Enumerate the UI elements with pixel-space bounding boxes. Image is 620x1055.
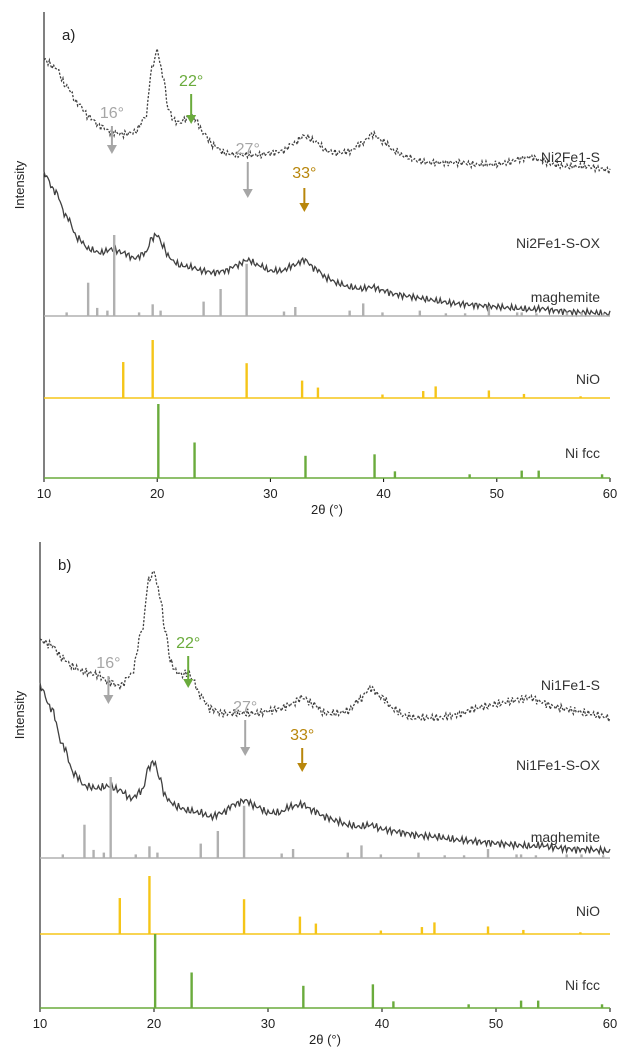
annotation-arrow-head bbox=[299, 203, 310, 212]
series-line-ni2fe1-s-ox bbox=[43, 171, 611, 318]
series-label: Ni2Fe1-S-OX bbox=[516, 235, 601, 251]
x-tick-label: 60 bbox=[603, 1016, 617, 1031]
panel-a: 10 20 30 40 50 60 2θ (°) Intensity a) Ni2Fe1-S Ni2… bbox=[12, 12, 617, 517]
series-line-ni2fe1-s bbox=[43, 48, 611, 174]
series-label: NiO bbox=[576, 903, 600, 919]
panel-label: b) bbox=[58, 557, 71, 574]
series-label: Ni fcc bbox=[565, 445, 600, 461]
series-label: Ni2Fe1-S bbox=[541, 149, 600, 165]
x-tick-label: 50 bbox=[490, 486, 504, 501]
series-label: NiO bbox=[576, 371, 600, 387]
series-line-ni1fe1-s bbox=[39, 570, 611, 724]
annotation-arrow-head bbox=[297, 763, 308, 772]
x-tick-label: 30 bbox=[261, 1016, 275, 1031]
x-tick-label: 20 bbox=[147, 1016, 161, 1031]
x-tick-label: 50 bbox=[489, 1016, 503, 1031]
panel-label: a) bbox=[62, 27, 75, 44]
annotation-arrow-head bbox=[240, 747, 251, 756]
x-tick-label: 20 bbox=[150, 486, 164, 501]
annotation-arrow-head bbox=[103, 695, 114, 704]
x-axis-label: 2θ (°) bbox=[309, 1032, 341, 1047]
annotation-arrow-head bbox=[183, 679, 194, 688]
panel-b: 10 20 30 40 50 60 2θ (°) Intensity b) Ni1Fe1-S Ni1… bbox=[12, 542, 617, 1047]
series-label: maghemite bbox=[531, 829, 600, 845]
y-axis-label: Intensity bbox=[12, 160, 27, 209]
annotation-arrow-head bbox=[186, 115, 197, 124]
annotation-label: 27° bbox=[236, 141, 260, 158]
y-axis-label: Intensity bbox=[12, 690, 27, 739]
annotation-label: 22° bbox=[176, 635, 200, 652]
x-tick-label: 10 bbox=[33, 1016, 47, 1031]
series-label: Ni fcc bbox=[565, 977, 600, 993]
x-axis-label: 2θ (°) bbox=[311, 502, 343, 517]
x-tick-label: 40 bbox=[376, 486, 390, 501]
x-tick-label: 60 bbox=[603, 486, 617, 501]
annotation-label: 27° bbox=[233, 699, 257, 716]
series-label: Ni1Fe1-S-OX bbox=[516, 757, 601, 773]
annotation-arrow-head bbox=[106, 145, 117, 154]
series-line-ni1fe1-s-ox bbox=[39, 682, 611, 856]
series-label: maghemite bbox=[531, 289, 600, 305]
x-tick-label: 30 bbox=[263, 486, 277, 501]
annotation-label: 22° bbox=[179, 73, 203, 90]
annotation-label: 16° bbox=[96, 655, 120, 672]
annotation-label: 33° bbox=[292, 165, 316, 182]
series-label: Ni1Fe1-S bbox=[541, 677, 600, 693]
annotation-label: 16° bbox=[100, 105, 124, 122]
x-tick-label: 40 bbox=[375, 1016, 389, 1031]
annotation-label: 33° bbox=[290, 727, 314, 744]
x-tick-label: 10 bbox=[37, 486, 51, 501]
annotation-arrow-head bbox=[242, 189, 253, 198]
